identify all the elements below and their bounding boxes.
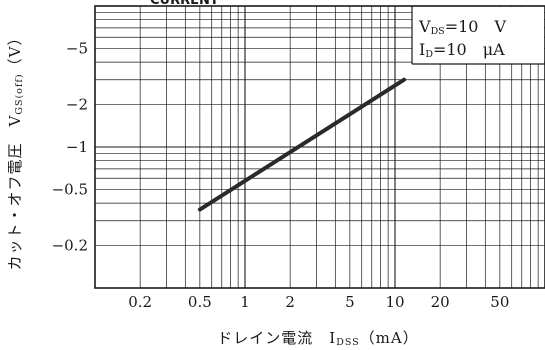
x-axis-label: ドレイン電流 IDSS（mA） (217, 329, 418, 348)
x-tick-labels: 0.2 0.5 1 2 5 10 20 50 (128, 293, 509, 311)
x-tick-label: 50 (490, 293, 509, 311)
condition-vds: VDS=10 V (418, 17, 506, 37)
conditions-box: VDS=10 V ID=10 μA (411, 6, 545, 65)
header-fragment: CURRENT (150, 0, 219, 8)
y-tick-labels: −5 −2 −1 −0.5 −0.2 (52, 39, 88, 254)
y-tick-label: −1 (66, 138, 88, 156)
curve-layer (197, 77, 407, 212)
y-axis-label: カット・オフ電圧 VGS(off)（V） (6, 30, 25, 271)
x-tick-label: 5 (345, 293, 355, 311)
x-tick-label: 2 (285, 293, 295, 311)
x-tick-label: 0.5 (188, 293, 212, 311)
plot-frame (94, 5, 545, 289)
y-tick-label: −5 (66, 39, 88, 57)
series-line-1 (197, 77, 407, 212)
condition-id: ID=10 μA (419, 40, 505, 60)
x-tick-label: 20 (431, 293, 450, 311)
y-tick-label: −0.5 (52, 180, 88, 198)
y-tick-label: −0.2 (52, 237, 88, 255)
y-tick-label: −2 (66, 96, 88, 114)
x-tick-label: 10 (385, 293, 404, 311)
x-tick-label: 0.2 (128, 293, 152, 311)
x-tick-label: 1 (240, 293, 250, 311)
